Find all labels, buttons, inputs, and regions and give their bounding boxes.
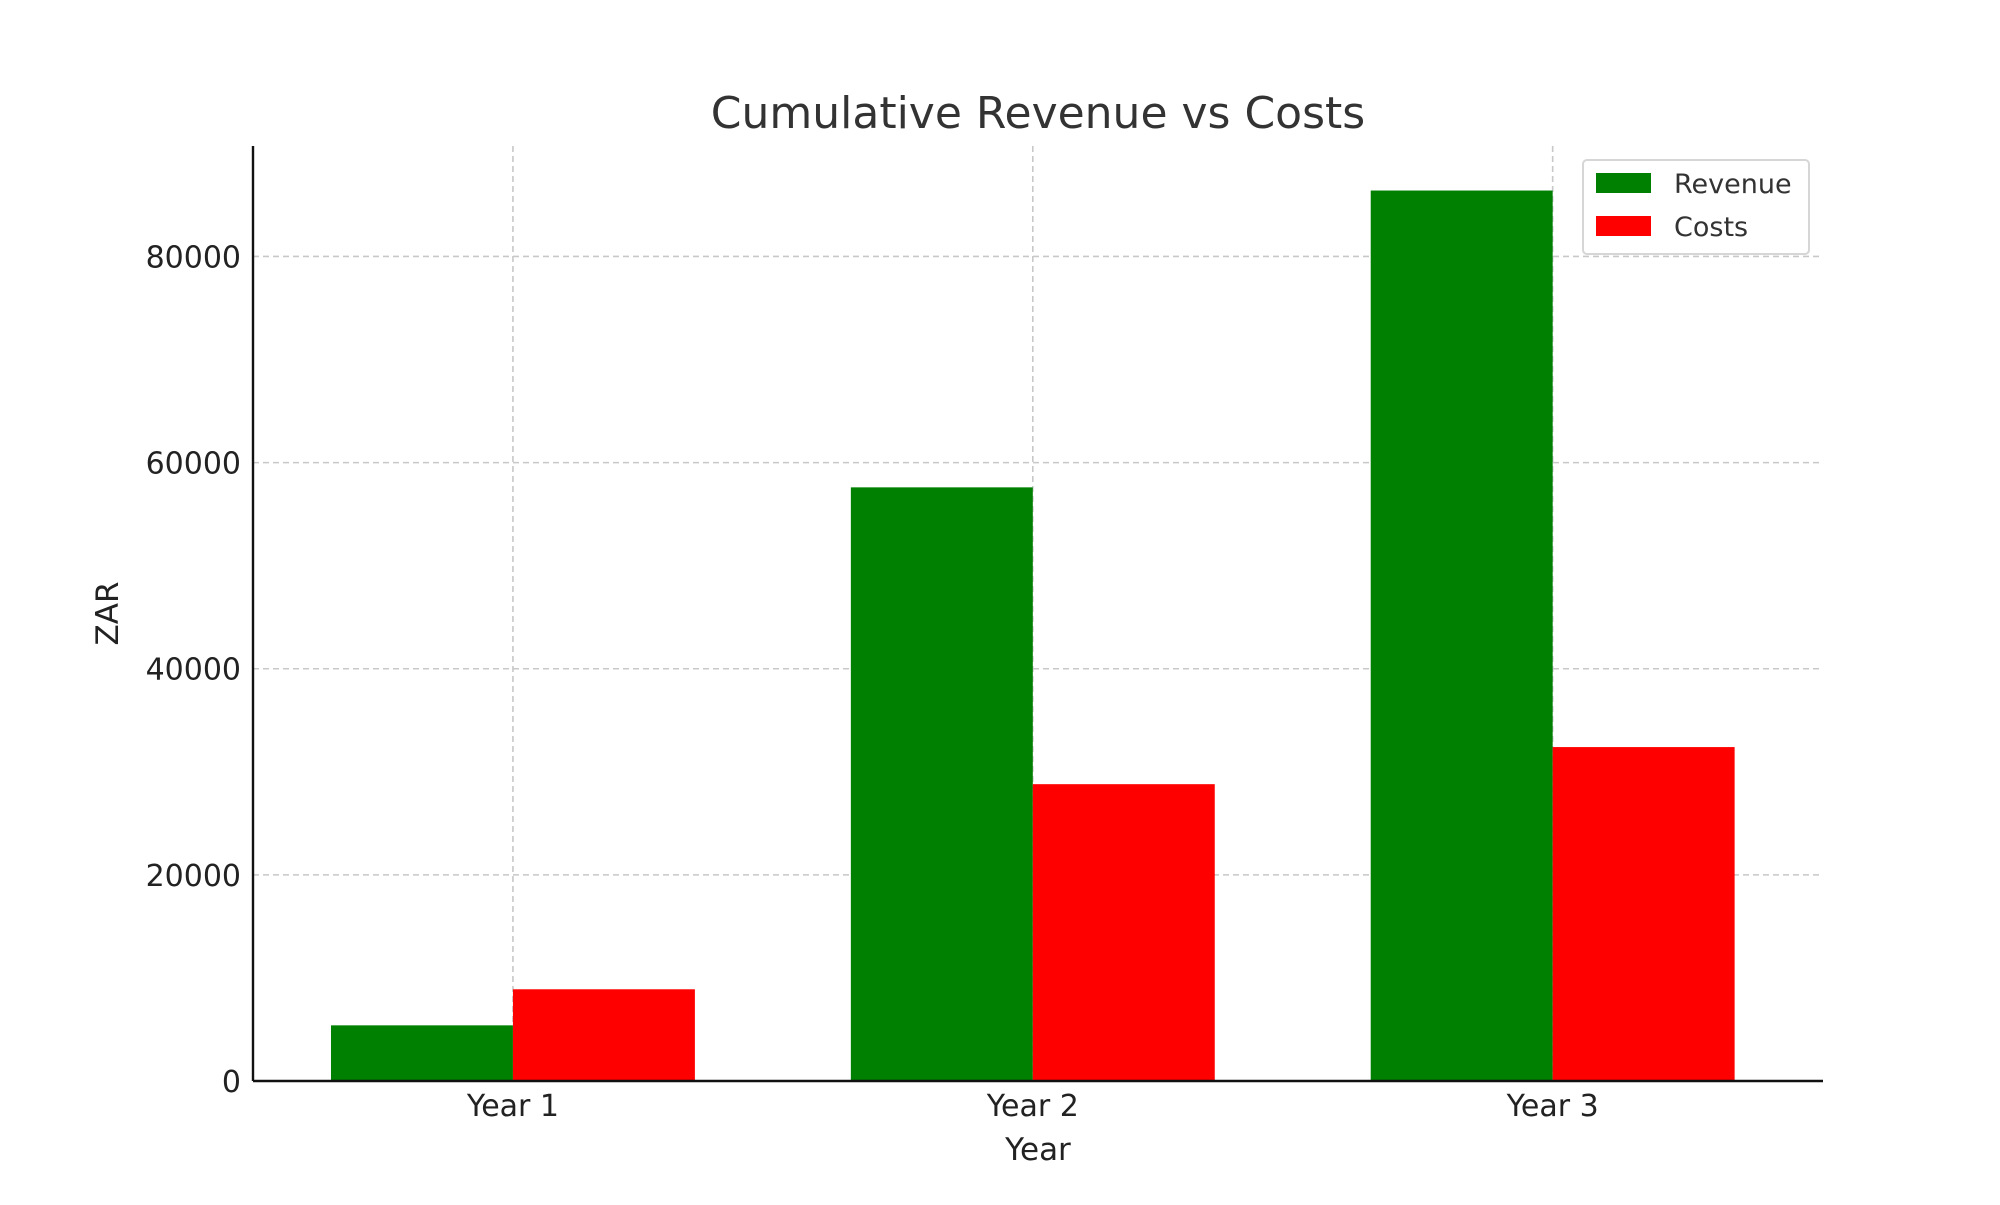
bar-revenue-1 xyxy=(330,1025,513,1081)
y-tick-label: 60000 xyxy=(146,447,241,482)
bars xyxy=(330,190,1735,1081)
x-axis-title: Year xyxy=(1004,1132,1071,1168)
legend-swatch-costs xyxy=(1596,216,1651,236)
y-tick-label: 0 xyxy=(222,1065,241,1100)
y-tick-label: 80000 xyxy=(146,240,241,275)
x-tick-label: Year 1 xyxy=(466,1089,559,1124)
legend-swatch-revenue xyxy=(1596,173,1651,193)
legend-label-costs: Costs xyxy=(1674,212,1748,243)
chart-title: Cumulative Revenue vs Costs xyxy=(711,88,1365,139)
x-tick-label: Year 3 xyxy=(1506,1089,1599,1124)
y-axis-title: ZAR xyxy=(90,582,126,646)
x-tick-label: Year 2 xyxy=(986,1089,1079,1124)
y-tick-label: 40000 xyxy=(146,653,241,688)
tick-labels: 0 20000 40000 60000 80000 Year 1 Year 2 Year 3 xyxy=(146,240,1599,1124)
axes xyxy=(251,146,1823,1083)
bar-revenue-2 xyxy=(850,487,1033,1081)
bar-costs-3 xyxy=(1552,747,1735,1081)
legend-label-revenue: Revenue xyxy=(1674,169,1792,200)
bar-costs-2 xyxy=(1032,784,1215,1081)
legend: Revenue Costs xyxy=(1582,159,1810,255)
bar-revenue-3 xyxy=(1370,190,1553,1081)
bar-costs-1 xyxy=(512,989,695,1081)
y-tick-label: 20000 xyxy=(146,859,241,894)
